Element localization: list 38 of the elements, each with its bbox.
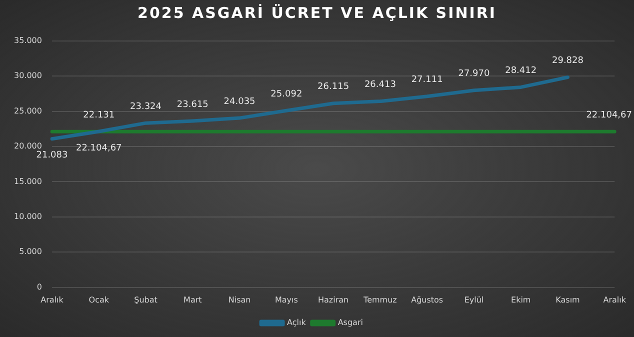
data-label: 29.828 bbox=[552, 56, 584, 66]
x-tick-label: Nisan bbox=[228, 295, 251, 304]
y-tick-label: 20.000 bbox=[14, 142, 42, 151]
data-label: 26.413 bbox=[364, 80, 396, 90]
x-tick-label: Temmuz bbox=[362, 295, 397, 304]
data-label: 22.131 bbox=[83, 110, 115, 120]
data-label: 24.035 bbox=[224, 96, 256, 107]
data-label: 21.083 bbox=[36, 150, 68, 161]
x-tick-label: Aralık bbox=[40, 295, 64, 304]
chart-title: 2025 ASGARİ ÜCRET VE AÇLIK SINIRI bbox=[136, 4, 498, 22]
y-tick-label: 10.000 bbox=[14, 212, 42, 222]
y-tick-label: 35.000 bbox=[14, 36, 42, 45]
data-label: 28.412 bbox=[505, 66, 537, 76]
x-tick-label: Ocak bbox=[88, 295, 110, 304]
y-tick-label: 30.000 bbox=[14, 71, 42, 80]
x-tick-label: Şubat bbox=[134, 295, 158, 304]
x-tick-label: Eylül bbox=[464, 295, 484, 304]
y-tick-label: 0 bbox=[36, 282, 42, 292]
x-tick-label: Kasım bbox=[556, 295, 580, 304]
y-tick-label: 5.000 bbox=[19, 247, 42, 256]
data-label: 25.092 bbox=[270, 89, 302, 100]
data-label: 27.970 bbox=[458, 69, 490, 80]
x-tick-label: Mayıs bbox=[274, 295, 298, 304]
data-label: 23.324 bbox=[130, 102, 162, 112]
y-tick-label: 25.000 bbox=[14, 106, 42, 116]
y-tick-label: 15.000 bbox=[14, 176, 42, 186]
data-label: 23.615 bbox=[176, 100, 208, 110]
x-tick-label: Ağustos bbox=[411, 295, 444, 304]
data-label: 26.115 bbox=[318, 82, 350, 92]
data-label: 22.104,67 bbox=[76, 144, 122, 154]
legend-label: Açlık bbox=[287, 318, 306, 328]
legend-label: Asgari bbox=[338, 318, 363, 328]
data-label: 27.111 bbox=[411, 75, 443, 86]
x-tick-label: Mart bbox=[184, 295, 202, 304]
x-tick-label: Aralık bbox=[603, 295, 626, 304]
data-label: 22.104,67 bbox=[586, 110, 632, 120]
x-tick-label: Ekim bbox=[511, 295, 531, 304]
x-tick-label: Haziran bbox=[318, 295, 349, 304]
